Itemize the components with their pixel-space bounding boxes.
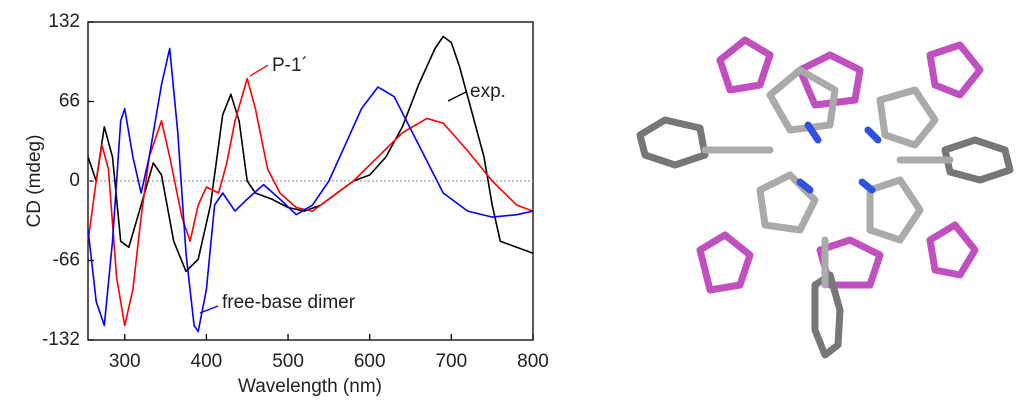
magenta-ring — [700, 235, 750, 290]
leader-line — [250, 65, 268, 76]
gray-ring — [880, 90, 935, 145]
y-axis-label: CD (mdeg) — [24, 135, 45, 228]
magenta-ring — [800, 55, 860, 105]
annotation: free-base dimer — [222, 292, 356, 313]
n-atom — [862, 182, 872, 190]
molecule-model — [640, 40, 1010, 355]
magenta-ring — [720, 40, 770, 90]
x-tick-label: 500 — [272, 351, 304, 372]
annotation: exp. — [470, 81, 506, 102]
gray-ring — [640, 120, 705, 165]
x-tick-label: 800 — [517, 351, 549, 372]
x-tick-label: 300 — [109, 351, 141, 372]
y-tick-label: 132 — [48, 11, 80, 32]
y-tick-label: -132 — [42, 329, 80, 350]
magenta-ring — [930, 225, 975, 275]
x-tick-label: 400 — [191, 351, 223, 372]
n-atom — [868, 130, 878, 140]
series-line — [88, 79, 533, 326]
series-line — [88, 37, 533, 272]
y-tick-label: -66 — [53, 250, 80, 271]
gray-ring — [945, 140, 1010, 180]
y-tick-label: 0 — [69, 170, 80, 191]
x-tick-label: 600 — [354, 351, 386, 372]
magenta-ring — [930, 45, 980, 95]
gray-ring — [870, 180, 920, 240]
annotation: P-1´ — [272, 55, 308, 76]
x-tick-label: 700 — [435, 351, 467, 372]
x-axis-label: Wavelength (nm) — [238, 376, 382, 397]
y-tick-label: 66 — [59, 91, 80, 112]
leader-line — [448, 92, 466, 101]
figure: CD (mdeg) Wavelength (nm) P-1´ exp. free… — [0, 0, 1028, 403]
